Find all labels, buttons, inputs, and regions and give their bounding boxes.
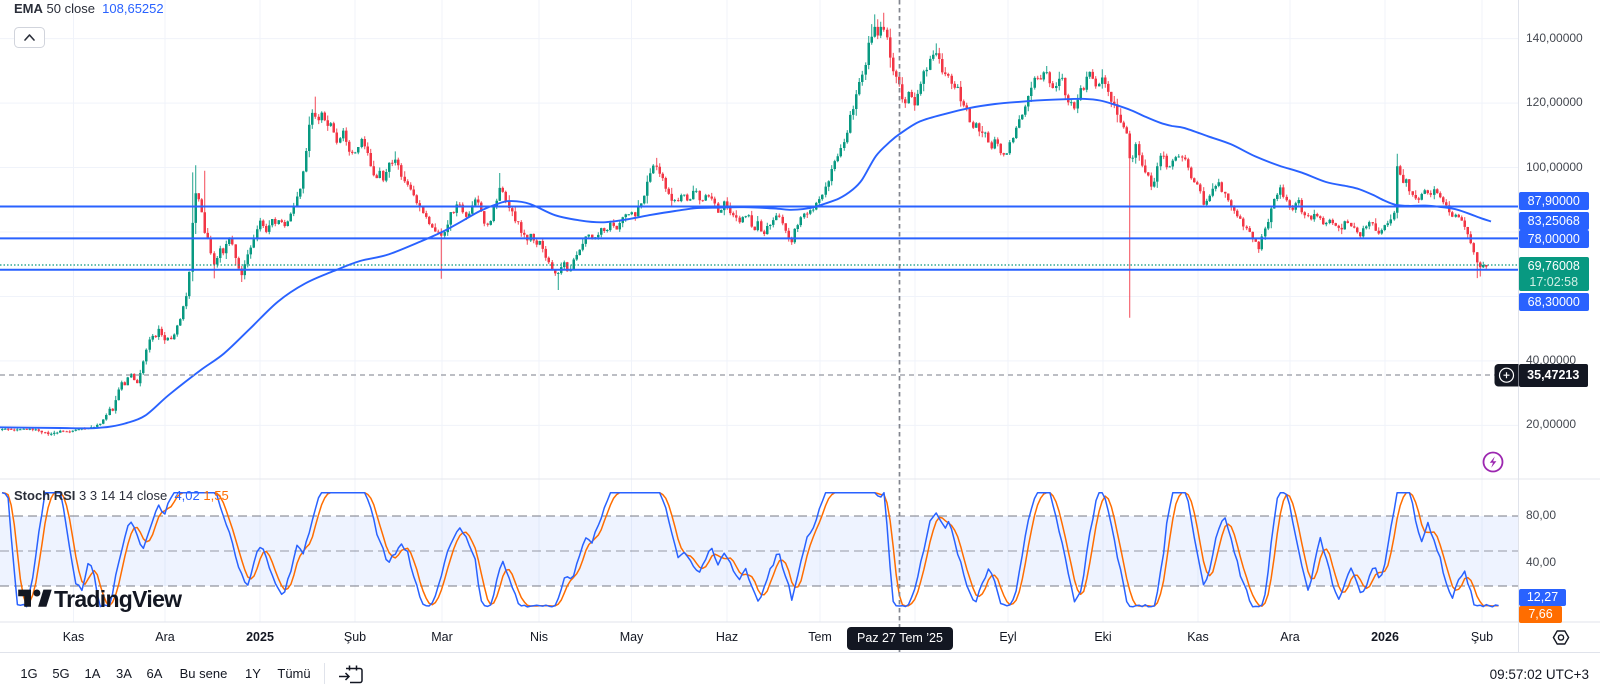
svg-text:TradingView: TradingView bbox=[54, 586, 182, 612]
